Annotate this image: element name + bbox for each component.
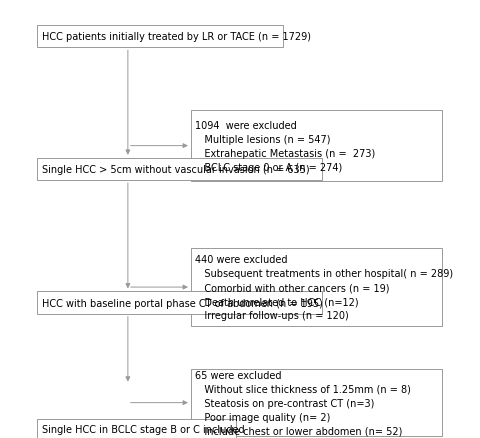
Bar [37, 26, 283, 48]
Bar [191, 111, 442, 182]
Bar [37, 419, 236, 438]
Text: Single HCC in BCLC stage B or C included
      for the final analysis (n = 130): Single HCC in BCLC stage B or C included… [42, 424, 244, 438]
Bar [191, 249, 442, 326]
Bar [37, 158, 322, 181]
Text: HCC with baseline portal phase CT of abdomen (n = 195): HCC with baseline portal phase CT of abd… [42, 298, 323, 308]
Bar [191, 369, 442, 436]
Text: 440 were excluded
   Subsequent treatments in other hospital( n = 289)
   Comorb: 440 were excluded Subsequent treatments … [195, 254, 453, 320]
Text: 1094  were excluded
   Multiple lesions (n = 547)
   Extrahepatic Metastasis (n : 1094 were excluded Multiple lesions (n =… [195, 120, 375, 172]
Bar [37, 292, 322, 314]
Text: Single HCC > 5cm without vascular invasion (n = 635): Single HCC > 5cm without vascular invasi… [42, 165, 309, 174]
Text: HCC patients initially treated by LR or TACE (n = 1729): HCC patients initially treated by LR or … [42, 32, 311, 42]
Text: 65 were excluded
   Without slice thickness of 1.25mm (n = 8)
   Steatosis on pr: 65 were excluded Without slice thickness… [195, 370, 411, 436]
